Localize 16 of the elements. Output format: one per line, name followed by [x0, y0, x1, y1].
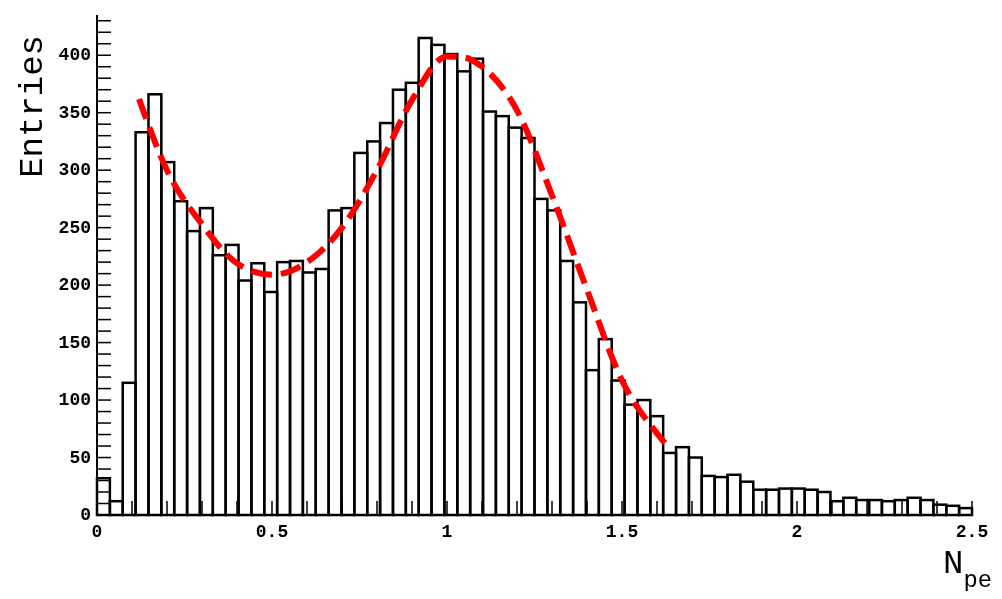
- y-tick-label: 400: [58, 45, 91, 66]
- x-tick-label: 0.5: [255, 522, 289, 542]
- y-tick-label: 100: [58, 390, 91, 411]
- x-tick-label: 2: [791, 522, 803, 542]
- y-tick-label: 50: [69, 447, 91, 468]
- x-axis-title: N$_{pe}$: [943, 545, 992, 594]
- x-tick-label: 2.5: [955, 522, 989, 542]
- x-tick-label: 1: [441, 522, 453, 542]
- y-axis-title: Entries: [14, 35, 52, 178]
- x-tick-label: 1.5: [605, 522, 639, 542]
- y-tick-label: 150: [58, 332, 91, 353]
- y-tick-label: 350: [58, 102, 91, 123]
- y-tick-label: 300: [58, 160, 91, 181]
- y-tick-label: 0: [80, 505, 91, 525]
- y-tick-label: 200: [58, 275, 91, 296]
- y-tick-label: 250: [58, 217, 91, 238]
